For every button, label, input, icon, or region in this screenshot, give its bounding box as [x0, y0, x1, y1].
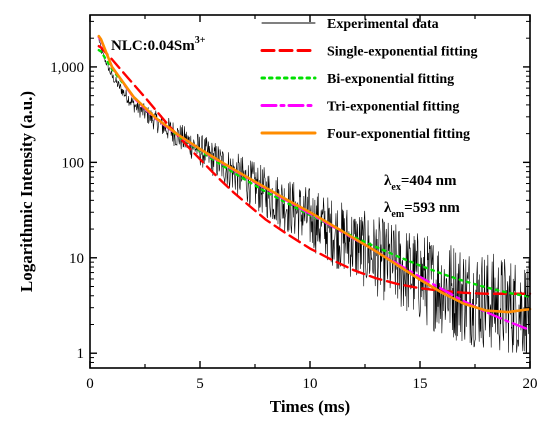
legend-label-4: Tri-exponential fitting: [327, 100, 459, 115]
fit-line-2: [97, 48, 532, 299]
legend-label-5: Four-exponential fitting: [327, 127, 470, 142]
y-axis-title: Logarithmic Intensity (a.u.): [17, 91, 36, 292]
x-axis-title: Times (ms): [270, 397, 350, 416]
x-tick-label: 0: [86, 376, 94, 392]
axis-ticks: 0 5 10 15 20 1 10 100 1,000: [50, 15, 538, 392]
excitation-label: λex=404 nm: [384, 173, 457, 193]
fit-line-1: [97, 44, 532, 295]
y-tick-label: 100: [62, 155, 85, 171]
sample-label-sup: 3+: [195, 35, 206, 46]
x-tick-label: 10: [303, 376, 318, 392]
emission-label: λem=593 nm: [384, 200, 460, 220]
x-tick-label: 5: [196, 376, 204, 392]
excitation-value: =404 nm: [401, 173, 457, 189]
sample-label: NLC:0.04Sm3+: [111, 35, 206, 54]
legend-label-3: Bi-exponential fitting: [327, 72, 454, 87]
y-tick-label: 10: [69, 251, 84, 267]
x-tick-label: 20: [523, 376, 538, 392]
x-tick-label: 15: [413, 376, 428, 392]
emission-sub: em: [391, 209, 404, 220]
excitation-sub: ex: [391, 182, 400, 193]
emission-symbol: λ: [384, 200, 392, 216]
legend-label-1: Experimental data: [327, 17, 439, 32]
emission-value: =593 nm: [404, 200, 460, 216]
series-lines: [97, 34, 532, 332]
experimental-data-line: [98, 37, 531, 353]
legend-label-2: Single-exponential fitting: [327, 45, 478, 60]
y-tick-label: 1,000: [50, 60, 84, 76]
legend: Experimental data Single-exponential fitt…: [260, 17, 478, 142]
fit-line-4: [97, 34, 532, 314]
experimental-noise: [98, 37, 531, 353]
sample-label-main: NLC:0.04Sm: [111, 38, 195, 54]
y-tick-label: 1: [77, 346, 85, 362]
excitation-symbol: λ: [384, 173, 392, 189]
